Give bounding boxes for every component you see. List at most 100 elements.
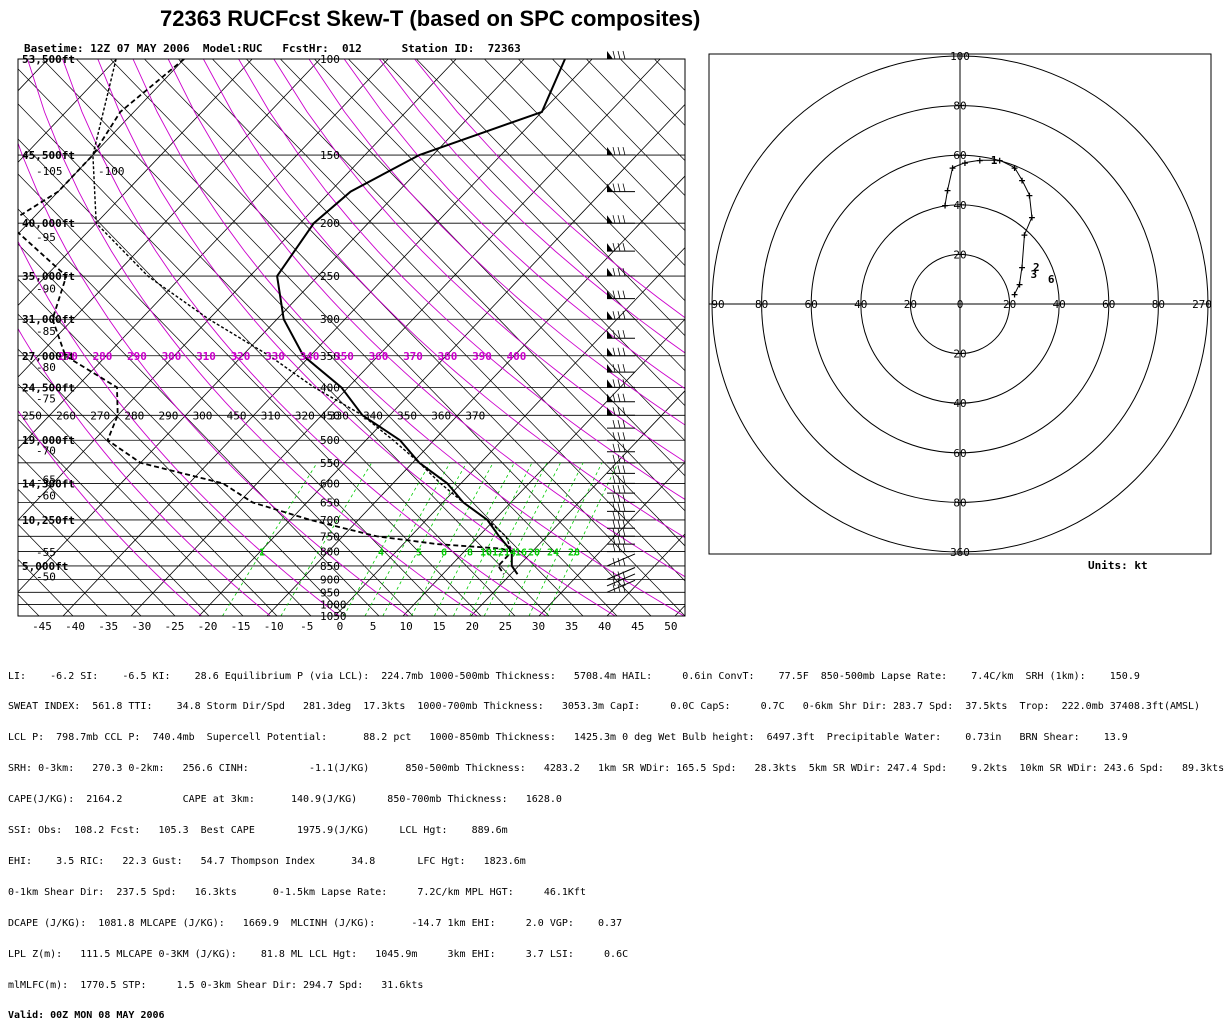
- isotherm-line: [198, 103, 685, 616]
- hodo-point: +: [1019, 261, 1026, 274]
- model-label: Model:: [202, 42, 243, 55]
- diagonal-line: [551, 59, 685, 197]
- left-temp-label: -70: [36, 445, 56, 458]
- wind-barb-tick: [617, 577, 621, 587]
- mixing-ratio-label: 5: [416, 548, 422, 559]
- hodo-axis-label: 40: [1053, 298, 1066, 311]
- wind-barb-tick: [622, 215, 626, 224]
- mixing-ratio-label: 1: [259, 548, 265, 559]
- wind-barb-tick: [617, 520, 621, 529]
- pressure-label: 500: [320, 434, 340, 447]
- wind-barb-tick: [622, 465, 626, 474]
- wind-barb-tick: [622, 557, 626, 567]
- wind-barb: [607, 347, 635, 357]
- wind-barb-tick: [612, 290, 616, 299]
- hodo-axis-label: 60: [805, 298, 818, 311]
- theta-label-450: 250: [22, 409, 42, 422]
- hodo-axis-label: 80: [1152, 298, 1165, 311]
- pressure-label: 900: [320, 573, 340, 586]
- x-tick-label: 45: [631, 620, 644, 633]
- theta-label: 290: [127, 350, 147, 363]
- wind-barb-flag: [607, 268, 613, 277]
- height-label: 19,000ft: [22, 434, 75, 447]
- wind-barb-tick: [612, 571, 616, 580]
- wind-barb: [607, 267, 635, 277]
- x-tick-label: 15: [433, 620, 446, 633]
- dry-adiabat-line: [203, 59, 685, 539]
- x-tick-label: 5: [370, 620, 377, 633]
- height-label: 14,300ft: [22, 477, 75, 490]
- dry-adiabat-line: [343, 59, 685, 390]
- height-label: 5,000ft: [22, 560, 68, 573]
- wind-barb: [606, 579, 636, 593]
- wind-barb-tick: [622, 267, 626, 277]
- wind-barb-tick: [622, 454, 626, 463]
- hodograph-units: Units: kt: [1088, 559, 1148, 572]
- station-label: Station ID:: [401, 42, 475, 55]
- dewpoint-line: [18, 59, 514, 575]
- left-temp-label: -50: [36, 571, 56, 584]
- diagonal-line: [18, 278, 346, 616]
- wind-barb-tick: [612, 543, 616, 552]
- wind-barb: [607, 215, 635, 224]
- hodo-axis-label: 20: [904, 298, 917, 311]
- mixing-ratio-line: [364, 462, 451, 616]
- wind-barb-tick: [612, 520, 616, 529]
- x-tick-label: 50: [664, 620, 677, 633]
- diagonal-line: [653, 59, 685, 92]
- hodograph-ring: [810, 154, 1110, 454]
- isotherm-line: [606, 533, 685, 616]
- wind-barb-tick: [622, 494, 626, 503]
- diagonal-line: [41, 59, 584, 616]
- dry-adiabat-line: [379, 59, 685, 354]
- wind-barb-tick: [612, 215, 616, 224]
- fcsthr-label: FcstHr:: [282, 42, 329, 55]
- wind-barb-tick: [612, 511, 616, 521]
- theta-label-450: 330: [329, 409, 349, 422]
- mixing-ratio-label: 8: [467, 548, 473, 559]
- wind-barb: [606, 573, 636, 587]
- wind-barb-tick: [622, 584, 626, 593]
- wind-barb-tick: [622, 432, 626, 441]
- pressure-label: 850: [320, 560, 340, 573]
- diagonal-line: [245, 59, 685, 512]
- x-tick-label: -5: [300, 620, 313, 633]
- wind-barb-tick: [622, 443, 626, 452]
- hodograph-ring: [860, 204, 1060, 404]
- pressure-label: 250: [320, 270, 340, 283]
- wind-barb-tick: [612, 183, 616, 192]
- hodo-ring-label: 40: [953, 199, 966, 212]
- mixing-ratio-line: [483, 462, 561, 616]
- left-temp-label: -55: [36, 546, 56, 559]
- theta-label: 310: [196, 350, 216, 363]
- hodo-trace-line: [944, 159, 1033, 295]
- wind-barb-shaft: [606, 579, 636, 593]
- theta-label-450: 260: [56, 409, 76, 422]
- wind-barb-tick: [612, 146, 616, 156]
- mixing-ratio-line: [453, 462, 533, 616]
- param-line: EHI: 3.5 RIC: 22.3 Gust: 54.7 Thompson I…: [8, 855, 526, 867]
- wind-barb: [607, 420, 635, 429]
- dry-adiabat-line: [308, 59, 685, 426]
- fcsthr-value: 012: [341, 42, 362, 55]
- theta-label: 340: [300, 350, 320, 363]
- theta-label: 390: [472, 350, 492, 363]
- wind-barb: [607, 290, 635, 300]
- theta-label: 360: [369, 350, 389, 363]
- hodo-axis-label: 60: [1102, 298, 1115, 311]
- hodo-point: +: [1026, 189, 1033, 202]
- wind-barb: [607, 311, 635, 320]
- wind-barb-tick: [617, 215, 621, 224]
- parameters-block: LI: -6.2 SI: -6.5 KI: 28.6 Equilibrium P…: [8, 651, 1224, 1032]
- theta-label: 350: [334, 350, 354, 363]
- wind-barb: [607, 330, 635, 339]
- mixing-ratio-line: [433, 462, 515, 616]
- wind-barb-shaft: [606, 567, 636, 580]
- wind-barb: [607, 443, 635, 453]
- wind-barb: [607, 511, 635, 521]
- wind-barb-tick: [622, 393, 626, 402]
- wind-barb-flag: [607, 347, 613, 356]
- model-value: RUC: [242, 42, 263, 55]
- pressure-label: 400: [320, 381, 340, 394]
- x-tick-label: -25: [164, 620, 184, 633]
